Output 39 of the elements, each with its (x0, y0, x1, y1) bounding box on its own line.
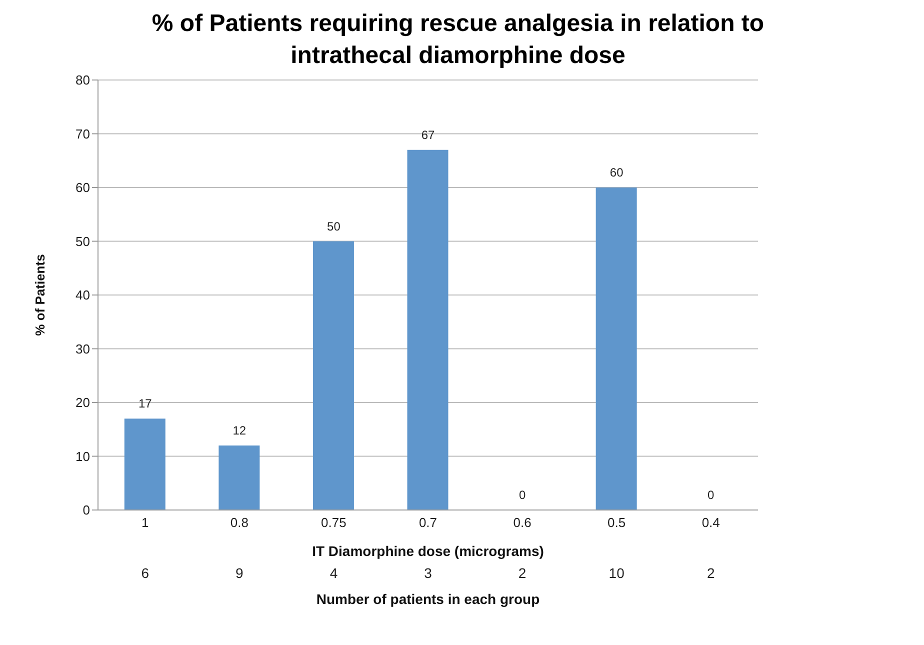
chart-title: % of Patients requiring rescue analgesia in relation to intrathecal diamorphine dose (150, 9, 766, 71)
bar (124, 418, 166, 510)
text: Number of patients in each group (316, 591, 540, 607)
text: 4 (330, 564, 338, 581)
text: 9 (236, 564, 244, 581)
text: 6 (141, 564, 150, 581)
y-tick-label: 10 (76, 448, 90, 464)
x-axis-title: IT Diamorphine dose (micrograms) (312, 543, 544, 559)
data-label: 50 (327, 219, 341, 234)
x-tick-label: 0.4 (702, 515, 720, 530)
y-tick-label: 70 (76, 126, 90, 142)
data-label: 12 (232, 424, 246, 438)
y-tick-label: 0 (82, 502, 90, 518)
data-label: 67 (421, 128, 435, 142)
x-tick-label: 0.7 (418, 515, 438, 530)
y-axis-title: % of Patients (32, 254, 48, 336)
y-tick-label: 30 (76, 341, 90, 356)
y-tick-label: 80 (76, 72, 90, 88)
x-tick-label: 0.6 (513, 515, 532, 530)
y-tick-label: 40 (76, 288, 90, 303)
text: 2 (706, 564, 715, 581)
bar (596, 188, 637, 510)
x-tick-label: 0.75 (321, 515, 346, 530)
y-tick-label: 20 (76, 395, 90, 410)
text: 2 (518, 564, 526, 581)
data-label: 0 (708, 488, 715, 502)
x-tick-label: 0.8 (230, 515, 248, 530)
y-tick-label: 60 (76, 180, 90, 196)
data-label: 17 (138, 396, 152, 411)
bar (407, 150, 448, 510)
data-label: 0 (518, 488, 526, 502)
bar (312, 241, 354, 510)
data-label: 60 (610, 166, 624, 180)
text: 3 (424, 564, 432, 581)
text: 10 (608, 564, 625, 581)
x-tick-label: 1 (142, 515, 149, 530)
bar (218, 446, 260, 510)
x-tick-label: 0.5 (608, 515, 626, 530)
y-tick-label: 50 (76, 234, 90, 249)
